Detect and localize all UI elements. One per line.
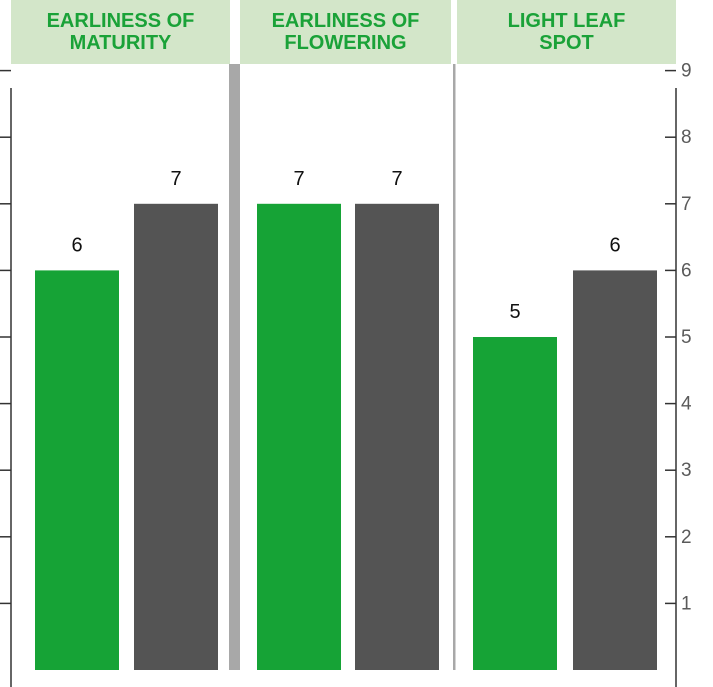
data-label-panel3-grey: 6 [609, 234, 620, 256]
panel-title-flowering: EARLINESS OF FLOWERING [271, 10, 420, 54]
panel-title-light-leaf-spot: LIGHT LEAF SPOT [507, 10, 626, 54]
panel-title-maturity: EARLINESS OF MATURITY [46, 10, 195, 54]
data-label-panel2-green: 7 [293, 168, 304, 190]
y-tick-label-8: 8 [681, 127, 692, 148]
y-tick-label-1: 1 [681, 593, 692, 614]
panel-header-maturity: EARLINESS OF MATURITY [11, 0, 230, 64]
bar-panel2-green [257, 203, 341, 671]
y-tick-label-9: 9 [681, 61, 692, 82]
y-tick-label-4: 4 [681, 394, 692, 415]
y-tick-label-7: 7 [681, 194, 692, 215]
bar-panel3-green [473, 337, 557, 670]
panel-divider-thick [229, 64, 240, 670]
data-label-panel2-grey: 7 [391, 168, 402, 190]
data-label-panel1-grey: 7 [170, 168, 181, 190]
y-tick-label-3: 3 [681, 460, 692, 481]
y-tick-label-5: 5 [681, 327, 692, 348]
y-tick-label-6: 6 [681, 260, 692, 281]
panel-divider-thin [453, 64, 456, 670]
data-label-panel1-green: 6 [71, 234, 82, 256]
panel-header-light-leaf-spot: LIGHT LEAF SPOT [457, 0, 676, 64]
bar-panel2-grey [355, 203, 439, 671]
y-tick-label-2: 2 [681, 527, 692, 548]
data-label-panel3-green: 5 [509, 301, 520, 323]
bar-panel1-green [35, 270, 119, 670]
bar-panel1-grey [134, 203, 218, 671]
panel-header-flowering: EARLINESS OF FLOWERING [240, 0, 451, 64]
bar-panel3-grey [573, 270, 657, 670]
